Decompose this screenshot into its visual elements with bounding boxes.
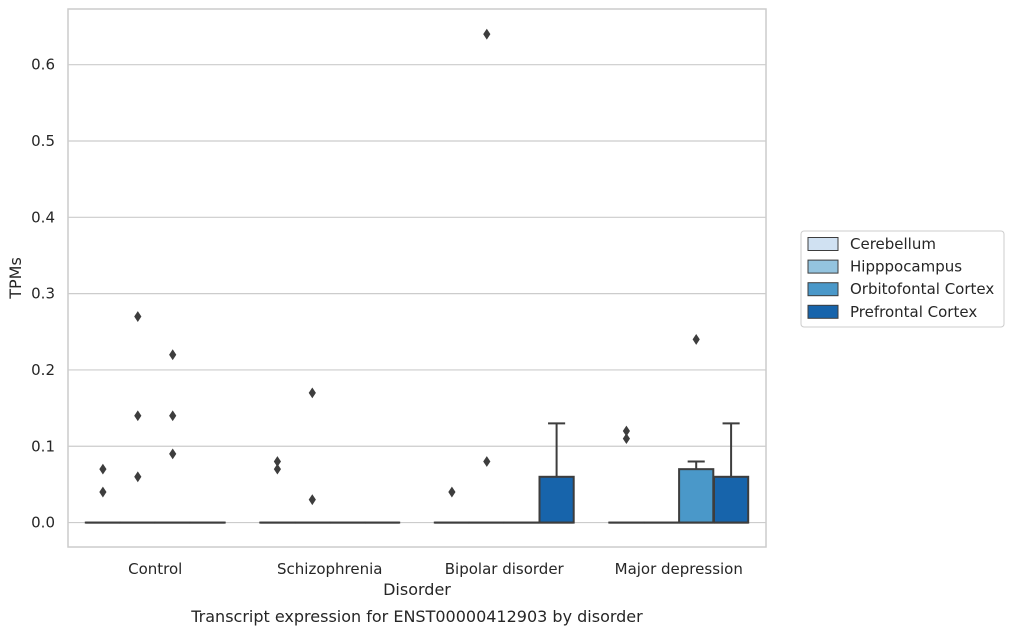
box [538, 422, 575, 524]
outlier-point [483, 456, 491, 467]
y-axis-title: TPMs [6, 257, 25, 300]
outlier-point [169, 410, 177, 422]
x-tick-label: Schizophrenia [277, 560, 382, 578]
plot-frame [67, 8, 767, 548]
legend-label: Orbitofontal Cortex [850, 280, 994, 298]
legend-swatch [807, 237, 839, 251]
outlier-point [692, 334, 700, 345]
outlier-point [483, 28, 491, 40]
box [154, 349, 191, 524]
legend-frame [800, 230, 1005, 328]
box [294, 387, 331, 524]
gridlines [68, 64, 766, 524]
chart-caption: Transcript expression for ENST0000041290… [190, 607, 643, 626]
boxes [84, 28, 750, 524]
box [678, 334, 715, 524]
y-tick-label: 0.0 [31, 514, 55, 532]
outlier-point [99, 486, 107, 498]
x-tick-label: Bipolar disorder [445, 560, 565, 578]
legend-swatch [807, 304, 839, 319]
outlier-point [134, 471, 142, 483]
box [259, 456, 296, 524]
legend: Cerebellum Hipppocampus Orbitofontal Corte… [800, 230, 1005, 328]
x-ticks: Control Schizophrenia Bipolar disorder Majo… [128, 560, 743, 578]
box [119, 311, 156, 524]
y-tick-label: 0.5 [31, 132, 55, 150]
y-ticks: 0.0 0.1 0.2 0.3 0.4 0.5 0.6 [31, 56, 55, 532]
outlier-point [273, 456, 281, 467]
legend-swatch [807, 259, 839, 274]
outlier-point [448, 486, 456, 498]
y-tick-label: 0.6 [31, 56, 55, 74]
y-tick-label: 0.3 [31, 285, 55, 303]
outlier-point [622, 425, 630, 437]
outlier-point [134, 311, 142, 322]
x-tick-label: Major depression [615, 560, 743, 578]
legend-swatch [807, 282, 839, 297]
legend-label: Cerebellum [850, 235, 936, 253]
x-axis-title: Disorder [383, 580, 451, 599]
box [433, 486, 471, 524]
box-body [678, 468, 715, 524]
outlier-point [169, 448, 177, 460]
box [608, 425, 645, 524]
box [712, 422, 750, 524]
box [468, 28, 505, 524]
outlier-point [99, 463, 107, 475]
y-tick-label: 0.2 [31, 361, 55, 379]
box [84, 463, 122, 524]
outlier-point [622, 433, 630, 445]
outlier-point [134, 410, 142, 422]
x-tick-label: Control [128, 560, 182, 578]
outlier-point [273, 463, 281, 475]
legend-label: Hipppocampus [850, 258, 962, 276]
outlier-point [308, 494, 316, 506]
box-body [538, 475, 575, 524]
legend-label: Prefrontal Cortex [850, 303, 977, 321]
box-body [712, 475, 750, 524]
y-tick-label: 0.4 [31, 208, 55, 226]
outlier-point [308, 387, 316, 399]
outlier-point [169, 349, 177, 361]
y-tick-label: 0.1 [31, 437, 55, 455]
